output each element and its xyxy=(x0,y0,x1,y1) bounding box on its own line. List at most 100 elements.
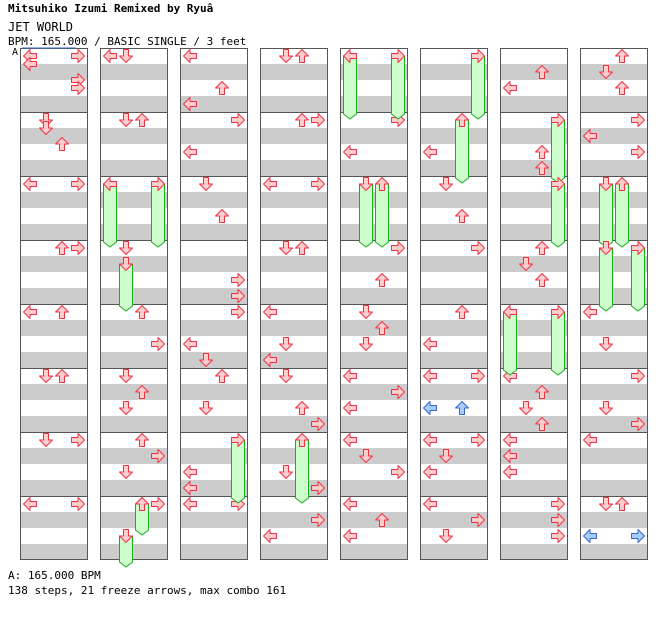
left-arrow xyxy=(263,305,277,319)
up-arrow xyxy=(615,81,629,95)
right-arrow xyxy=(231,289,245,303)
measure-stripe xyxy=(340,384,408,400)
measure-stripe xyxy=(100,448,168,464)
measure-stripe xyxy=(340,544,408,560)
measure-stripe xyxy=(180,384,248,400)
left-arrow xyxy=(343,497,357,511)
measure-stripe xyxy=(580,416,648,432)
right-arrow xyxy=(551,529,565,543)
left-arrow xyxy=(503,433,517,447)
measure-stripe xyxy=(260,128,328,144)
left-arrow xyxy=(263,177,277,191)
measure-stripe xyxy=(20,288,88,304)
down-arrow xyxy=(279,369,293,383)
measure-stripe xyxy=(340,320,408,336)
freeze-arrow-body xyxy=(455,119,469,184)
measure-stripe xyxy=(100,416,168,432)
measure-stripe xyxy=(500,480,568,496)
down-arrow xyxy=(199,177,213,191)
down-arrow xyxy=(599,337,613,351)
up-arrow xyxy=(455,209,469,223)
right-arrow xyxy=(231,113,245,127)
down-arrow xyxy=(119,49,133,63)
left-arrow xyxy=(183,145,197,159)
measure-stripe xyxy=(20,480,88,496)
measure-stripe xyxy=(180,320,248,336)
measure-stripe xyxy=(340,160,408,176)
measure-stripe xyxy=(580,320,648,336)
up-arrow xyxy=(135,385,149,399)
measure-stripe xyxy=(180,512,248,528)
left-arrow xyxy=(583,129,597,143)
measure-stripe xyxy=(180,352,248,368)
up-arrow xyxy=(615,49,629,63)
left-arrow xyxy=(503,465,517,479)
up-arrow xyxy=(295,49,309,63)
right-freeze-head xyxy=(151,177,165,191)
chart-info: BPM: 165.000 / BASIC SINGLE / 3 feet xyxy=(8,35,247,48)
measure-stripe xyxy=(340,288,408,304)
left-arrow xyxy=(343,529,357,543)
down-arrow xyxy=(199,353,213,367)
measure-stripe xyxy=(420,256,488,272)
measure-stripe xyxy=(100,352,168,368)
right-arrow xyxy=(471,513,485,527)
right-arrow xyxy=(231,305,245,319)
measure-stripe xyxy=(420,384,488,400)
left-arrow xyxy=(183,337,197,351)
measure-stripe xyxy=(580,160,648,176)
freeze-arrow-body xyxy=(295,439,309,504)
up-freeze-head xyxy=(615,177,629,191)
down-freeze-head xyxy=(599,177,613,191)
left-arrow xyxy=(343,369,357,383)
down-freeze-head xyxy=(119,529,133,543)
up-arrow xyxy=(535,385,549,399)
right-arrow xyxy=(391,465,405,479)
right-arrow xyxy=(231,273,245,287)
left-freeze-head xyxy=(343,49,357,63)
down-freeze-head xyxy=(599,241,613,255)
down-arrow xyxy=(119,241,133,255)
measure-stripe xyxy=(420,224,488,240)
measure-stripe xyxy=(420,416,488,432)
up-arrow xyxy=(55,241,69,255)
right-arrow xyxy=(471,369,485,383)
down-arrow xyxy=(279,465,293,479)
up-arrow xyxy=(375,513,389,527)
measure-stripe xyxy=(100,544,168,560)
freeze-arrow-body xyxy=(391,55,405,120)
right-arrow xyxy=(71,49,85,63)
right-arrow xyxy=(311,177,325,191)
measure-stripe xyxy=(100,256,168,272)
artist-line: Mitsuhiko Izumi Remixed by Ryuâ xyxy=(8,2,214,15)
up-freeze-head xyxy=(135,497,149,511)
measure-stripe xyxy=(500,256,568,272)
down-arrow xyxy=(439,529,453,543)
measure-stripe xyxy=(20,448,88,464)
measure-stripe xyxy=(340,512,408,528)
left-arrow xyxy=(423,369,437,383)
measure-stripe xyxy=(260,96,328,112)
right-arrow xyxy=(391,385,405,399)
measure-stripe xyxy=(580,128,648,144)
left-arrow xyxy=(343,401,357,415)
measure-stripe xyxy=(180,192,248,208)
song-title: JET WORLD xyxy=(8,20,74,34)
measure-stripe xyxy=(100,64,168,80)
measure-stripe xyxy=(20,192,88,208)
down-arrow xyxy=(39,121,53,135)
left-arrow xyxy=(583,305,597,319)
measure-stripe xyxy=(260,352,328,368)
left-freeze-head xyxy=(103,177,117,191)
measure-stripe xyxy=(580,192,648,208)
right-freeze-head xyxy=(231,433,245,447)
right-arrow xyxy=(71,497,85,511)
bpm-legend: A: 165.000 BPM xyxy=(8,569,101,582)
up-arrow xyxy=(55,137,69,151)
left-arrow xyxy=(423,465,437,479)
freeze-arrow-body xyxy=(151,183,165,248)
measure-stripe xyxy=(100,160,168,176)
up-arrow xyxy=(455,305,469,319)
measure-stripe xyxy=(580,96,648,112)
down-arrow xyxy=(599,65,613,79)
